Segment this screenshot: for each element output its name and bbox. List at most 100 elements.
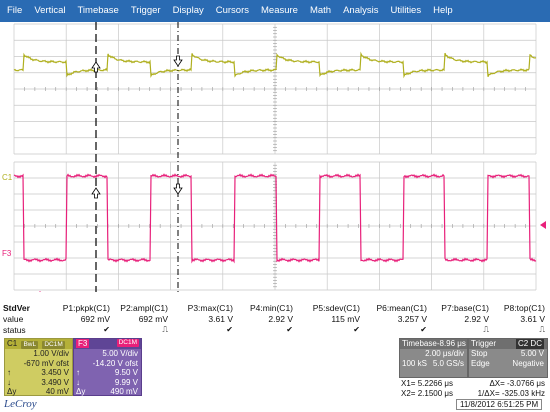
measure-row-label: status bbox=[3, 325, 26, 335]
trigger-level: 5.00 V bbox=[520, 349, 544, 358]
f3-delta-value: 490 mV bbox=[110, 387, 138, 396]
trace-f3-offset-marker-icon bbox=[540, 221, 546, 229]
cursor-arrow-icon bbox=[91, 61, 101, 73]
cursor-arrow-icon bbox=[91, 187, 101, 199]
measure-param-value: 3.61 V bbox=[208, 314, 233, 324]
status-check-icon: ⎍ bbox=[483, 325, 489, 334]
measure-set-label[interactable]: StdVer bbox=[3, 303, 30, 313]
x1-value: 5.2266 μs bbox=[417, 379, 454, 388]
menu-measure[interactable]: Measure bbox=[261, 5, 298, 16]
channel-c1-descriptor[interactable]: C1 BwL DC1M 1.00 V/div -670 mV ofst ↑ 3.4… bbox=[4, 338, 73, 396]
status-check-icon: ✔ bbox=[226, 325, 233, 334]
menu-cursors[interactable]: Cursors bbox=[215, 5, 249, 16]
c1-delta-value: 40 mV bbox=[45, 387, 69, 396]
status-check-icon: ⎍ bbox=[162, 325, 168, 334]
x2-value: 2.1500 μs bbox=[417, 389, 454, 398]
cursor-arrow-icon bbox=[173, 55, 183, 67]
brand-logo: LeCroy bbox=[4, 398, 37, 410]
timebase-tdiv: 2.00 μs/div bbox=[425, 349, 464, 358]
x1-label: X1= bbox=[401, 379, 416, 388]
cursor2-marker-icon: ↓ bbox=[76, 377, 80, 387]
measure-param-value: 2.92 V bbox=[268, 314, 293, 324]
timebase-descriptor[interactable]: Timebase -8.96 μs 2.00 μs/div 100 kS 5.0 … bbox=[399, 338, 468, 378]
c1-cursor1-value: 3.450 V bbox=[41, 368, 69, 377]
measure-param-name[interactable]: P2:ampl(C1) bbox=[120, 303, 168, 313]
timebase-label: Timebase bbox=[402, 339, 437, 348]
menu-file[interactable]: File bbox=[7, 5, 23, 16]
bwl-tag: BwL bbox=[21, 341, 39, 349]
trace-f3-waveform bbox=[13, 173, 537, 264]
date-time: 11/8/2012 6:51:25 PM bbox=[456, 399, 543, 410]
trigger-mode: Stop bbox=[471, 349, 488, 358]
measure-param-value: 3.257 V bbox=[397, 314, 427, 324]
channel-f3-title: F3 DC1M bbox=[74, 339, 141, 349]
timebase-samples: 100 kS bbox=[402, 358, 427, 368]
f3-vdiv: 5.00 V/div bbox=[102, 349, 138, 358]
status-check-icon: ⎍ bbox=[539, 325, 545, 334]
cursor2-marker-icon: ↓ bbox=[7, 377, 11, 387]
cursor-readout: X1= 5.2266 μs ΔX= -3.0766 μs X2= 2.1500 … bbox=[399, 379, 547, 399]
menu-utilities[interactable]: Utilities bbox=[390, 5, 422, 16]
inverse-dx-label: 1/ΔX= bbox=[477, 389, 500, 398]
measure-param-value: 692 mV bbox=[80, 314, 110, 324]
inverse-dx-value: -325.03 kHz bbox=[501, 389, 545, 398]
measure-param-name[interactable]: P8:top(C1) bbox=[503, 303, 545, 313]
channel-c1-name: C1 bbox=[7, 339, 18, 348]
timebase-title: Timebase -8.96 μs bbox=[400, 339, 467, 349]
timebase-delay: -8.96 μs bbox=[436, 339, 466, 348]
trigger-label: Trigger bbox=[471, 339, 497, 348]
trigger-slope: Negative bbox=[512, 358, 544, 368]
trigger-position-marker-icon bbox=[39, 291, 41, 292]
measure-param-name[interactable]: P6:mean(C1) bbox=[376, 303, 427, 313]
measure-param-name[interactable]: P3:max(C1) bbox=[187, 303, 233, 313]
dx-label: ΔX= bbox=[489, 379, 505, 388]
menu-math[interactable]: Math bbox=[309, 5, 332, 16]
menu-analysis[interactable]: Analysis bbox=[343, 5, 379, 16]
measure-param-value: 2.92 V bbox=[464, 314, 489, 324]
measure-param-value: 692 mV bbox=[138, 314, 168, 324]
f3-cursor2-value: 9.99 V bbox=[114, 377, 138, 387]
measure-param-name[interactable]: P1:pkpk(C1) bbox=[62, 303, 110, 313]
menu-trigger[interactable]: Trigger bbox=[130, 5, 161, 16]
c1-offset: -670 mV ofst bbox=[23, 358, 69, 368]
cursor-arrow-icon bbox=[173, 183, 183, 195]
x2-label: X2= bbox=[401, 389, 416, 398]
status-check-icon: ✔ bbox=[353, 325, 360, 334]
coupling-tag: DC1M bbox=[42, 341, 65, 349]
trigger-type: Edge bbox=[471, 358, 490, 368]
measure-param-value: 115 mV bbox=[331, 314, 360, 324]
dx-value: -3.0766 μs bbox=[507, 379, 545, 388]
f3-cursor1-value: 9.50 V bbox=[114, 368, 138, 377]
cursor1-marker-icon: ↑ bbox=[76, 368, 80, 377]
measure-param-name[interactable]: P4:min(C1) bbox=[250, 303, 293, 313]
channel-f3-name: F3 bbox=[76, 339, 90, 348]
timebase-rate: 5.0 GS/s bbox=[432, 358, 464, 368]
trace-f3-label: F3 bbox=[2, 249, 12, 258]
waveform-display[interactable]: C1 F3 bbox=[0, 22, 550, 292]
measure-param-name[interactable]: P5:sdev(C1) bbox=[312, 303, 360, 313]
trace-c1-label: C1 bbox=[2, 173, 13, 182]
f3-delta-label: Δy bbox=[76, 387, 86, 396]
status-check-icon: ✔ bbox=[286, 325, 293, 334]
measurement-table: StdVer value status P1:pkpk(C1) 692 mV ✔ P2:am… bbox=[0, 303, 550, 343]
measure-param-name[interactable]: P7:base(C1) bbox=[441, 303, 489, 313]
status-check-icon: ✔ bbox=[103, 325, 110, 334]
cursor1-marker-icon: ↑ bbox=[7, 368, 11, 377]
trigger-descriptor[interactable]: Trigger C2 DC Stop 5.00 V Edge Negative bbox=[468, 338, 548, 378]
menu-vertical[interactable]: Vertical bbox=[34, 5, 66, 16]
channel-f3-descriptor[interactable]: F3 DC1M 5.00 V/div -14.20 V ofst ↑ 9.50 V… bbox=[73, 338, 142, 396]
trigger-source: C2 DC bbox=[515, 339, 544, 349]
f3-offset: -14.20 V ofst bbox=[92, 358, 138, 368]
channel-c1-title: C1 BwL DC1M bbox=[5, 339, 72, 349]
menu-bar: File Vertical Timebase Trigger Display Cursor… bbox=[0, 0, 550, 22]
status-check-icon: ✔ bbox=[420, 325, 427, 334]
c1-delta-label: Δy bbox=[7, 387, 17, 396]
measure-param-value: 3.61 V bbox=[520, 314, 545, 324]
menu-help[interactable]: Help bbox=[433, 5, 453, 16]
c1-vdiv: 1.00 V/div bbox=[33, 349, 69, 358]
waveform-grid: C1 F3 bbox=[0, 22, 550, 292]
menu-display[interactable]: Display bbox=[172, 5, 204, 16]
measure-row-label: value bbox=[3, 314, 24, 324]
menu-timebase[interactable]: Timebase bbox=[77, 5, 119, 16]
trace-c1-waveform bbox=[13, 51, 537, 79]
